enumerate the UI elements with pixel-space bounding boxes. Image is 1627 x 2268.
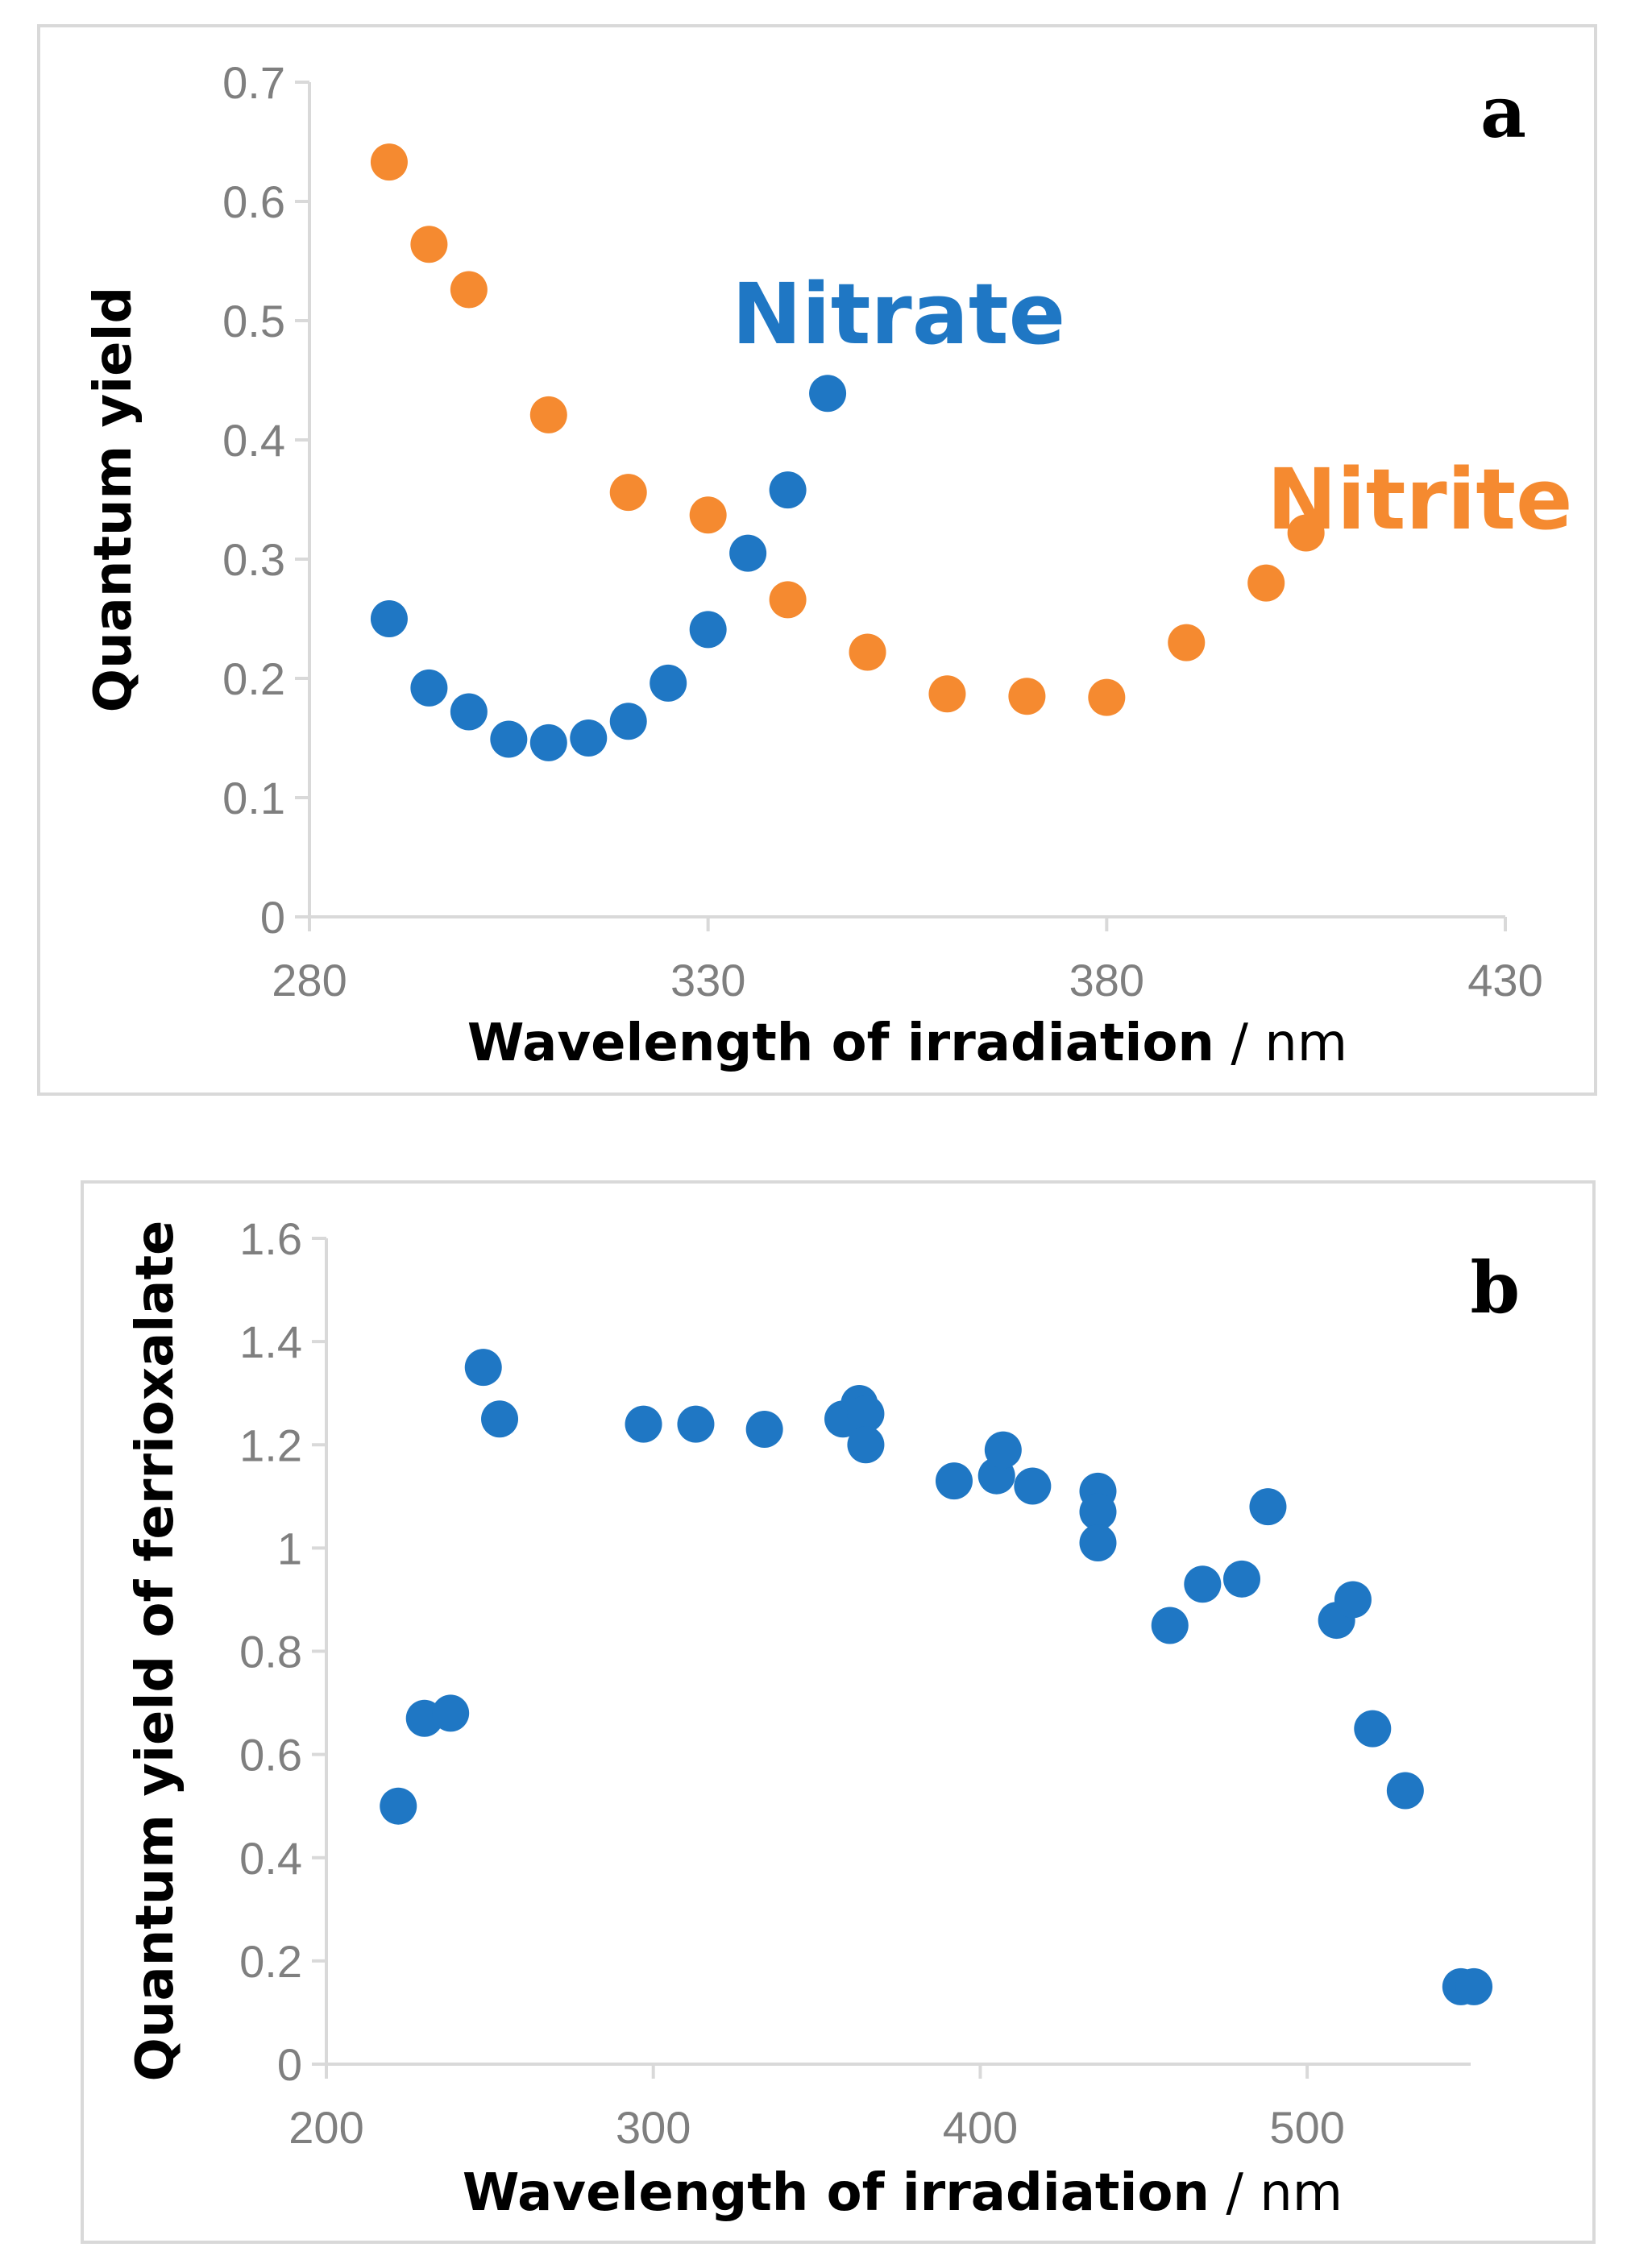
- chart-b-y-tick-label: 0.8: [239, 1627, 302, 1677]
- chart-b-ferrioxalate-point: [1386, 1772, 1424, 1810]
- chart-a-y-tick-label: 0.4: [222, 415, 285, 466]
- chart-a-y-tick-label: 0.3: [222, 534, 285, 585]
- chart-a-nitrate-point: [450, 693, 488, 731]
- chart-a-x-axis-label-unit: / nm: [1214, 1014, 1347, 1073]
- chart-b-y-tick-label: 0.4: [239, 1833, 302, 1884]
- chart-b-ferrioxalate-point: [984, 1431, 1022, 1469]
- chart-b-x-axis-label-unit: / nm: [1210, 2163, 1343, 2223]
- chart-a-nitrite-point: [1168, 624, 1206, 661]
- chart-a-x-axis-label-bold: Wavelength of irradiation: [467, 1014, 1214, 1073]
- chart-b-ferrioxalate-point: [1334, 1581, 1372, 1619]
- chart-a-svg: 0 0.1 0.2 0.3 0.4 0.5 0.6 0.7 280 330 380 430 Quan…: [84, 57, 1573, 1073]
- chart-a-nitrite-point: [609, 474, 647, 512]
- chart-b-ferrioxalate-point: [481, 1400, 519, 1438]
- chart-a-nitrate-point: [609, 703, 647, 740]
- chart-b-x-axis-label: Wavelength of irradiation / nm: [463, 2163, 1343, 2223]
- chart-a-nitrite-point: [1287, 514, 1325, 552]
- chart-b-ferrioxalate-point: [464, 1349, 502, 1387]
- chart-panel-b: 0 0.2 0.4 0.6 0.8 1 1.2 1.4 1.6 200 300 400 500 Qua…: [81, 1180, 1596, 2244]
- chart-b-x-axis-label-bold: Wavelength of irradiation: [463, 2163, 1210, 2223]
- chart-a-nitrite-point: [450, 271, 488, 309]
- chart-b-panel-letter: b: [1470, 1246, 1520, 1329]
- chart-a-legend-nitrite: Nitrite: [1267, 450, 1573, 549]
- chart-a-y-axis-label: Quantum yield: [84, 287, 143, 713]
- chart-a-nitrite-point: [1008, 678, 1046, 715]
- chart-b-ferrioxalate-point: [625, 1405, 662, 1443]
- chart-a-nitrate-point: [490, 720, 528, 758]
- chart-b-ferrioxalate-point: [380, 1787, 417, 1825]
- chart-b-y-tick-label: 1: [277, 1523, 302, 1574]
- chart-b-ferrioxalate-point: [935, 1462, 973, 1500]
- chart-b-ferrioxalate-point: [847, 1395, 885, 1433]
- chart-a-x-tick-label: 330: [670, 955, 745, 1005]
- chart-b-y-tick-label: 0.6: [239, 1730, 302, 1781]
- chart-a-nitrate-point: [370, 600, 408, 637]
- chart-a-nitrite-point: [370, 143, 408, 181]
- chart-b-ferrioxalate-point: [1079, 1524, 1117, 1561]
- chart-b-ferrioxalate-point: [847, 1426, 885, 1464]
- chart-a-nitrite-point: [410, 226, 448, 263]
- chart-a-nitrite-point: [1088, 678, 1126, 716]
- chart-b-y-axis-label: Quantum yield of ferrioxalate: [126, 1221, 185, 2082]
- chart-a-nitrite-point: [689, 496, 727, 534]
- chart-a-nitrate-point: [529, 724, 567, 761]
- chart-panel-a: 0 0.1 0.2 0.3 0.4 0.5 0.6 0.7 280 330 380 430 Quan…: [37, 24, 1597, 1096]
- chart-a-x-tick-label: 380: [1069, 955, 1144, 1005]
- chart-a-y-tick-label: 0.7: [222, 57, 285, 108]
- chart-b-y-tick-label: 0: [277, 2039, 302, 2090]
- chart-a-x-tick-label: 280: [272, 955, 347, 1005]
- chart-b-svg: 0 0.2 0.4 0.6 0.8 1 1.2 1.4 1.6 200 300 400 500 Qua…: [126, 1213, 1520, 2223]
- chart-a-nitrate-point: [809, 375, 847, 413]
- chart-b-ferrioxalate-point: [1249, 1488, 1287, 1526]
- chart-a-y-tick-label: 0.6: [222, 176, 285, 227]
- chart-b-ferrioxalate-point: [1151, 1607, 1189, 1644]
- chart-b-y-tick-label: 1.4: [239, 1316, 302, 1367]
- chart-a-x-tick-label: 430: [1467, 955, 1542, 1005]
- chart-a-y-tick-label: 0.1: [222, 773, 285, 823]
- chart-a-panel-letter: a: [1480, 70, 1526, 154]
- chart-a-nitrite-point: [849, 633, 886, 671]
- chart-a-y-tick-label: 0: [260, 892, 285, 943]
- chart-b-ferrioxalate-point: [745, 1411, 783, 1449]
- chart-b-x-tick-label: 300: [616, 2102, 691, 2153]
- chart-a-nitrate-point: [650, 664, 687, 702]
- chart-b-ferrioxalate-point: [1079, 1493, 1117, 1531]
- chart-b-ferrioxalate-point: [1455, 1967, 1493, 2005]
- chart-b-x-tick-label: 400: [943, 2102, 1018, 2153]
- chart-a-nitrite-point: [1247, 564, 1285, 602]
- chart-a-nitrate-point: [570, 719, 608, 757]
- chart-a-y-tick-label: 0.5: [222, 296, 285, 346]
- chart-a-legend-nitrate: Nitrate: [732, 265, 1065, 363]
- chart-a-nitrate-point: [689, 611, 727, 649]
- chart-b-ferrioxalate-point: [677, 1405, 715, 1443]
- chart-a-nitrite-point: [769, 581, 807, 619]
- chart-a-y-tick-label: 0.2: [222, 653, 285, 704]
- chart-b-ferrioxalate-point: [1223, 1560, 1260, 1598]
- chart-b-y-tick-label: 1.2: [239, 1420, 302, 1470]
- chart-b-y-tick-label: 0.2: [239, 1936, 302, 1987]
- chart-b-x-tick-label: 200: [288, 2102, 363, 2153]
- chart-b-y-tick-label: 1.6: [239, 1213, 302, 1264]
- chart-b-ferrioxalate-point: [432, 1694, 470, 1732]
- chart-b-ferrioxalate-point: [1014, 1467, 1052, 1505]
- chart-a-nitrate-point: [410, 669, 448, 707]
- chart-a-nitrite-point: [928, 675, 966, 713]
- chart-a-nitrite-point: [529, 396, 567, 433]
- chart-b-x-tick-label: 500: [1269, 2102, 1344, 2153]
- chart-b-ferrioxalate-point: [1184, 1565, 1222, 1603]
- chart-b-ferrioxalate-point: [1354, 1710, 1392, 1748]
- chart-a-x-axis-label: Wavelength of irradiation / nm: [467, 1014, 1347, 1073]
- chart-a-nitrate-point: [729, 534, 767, 572]
- chart-a-nitrate-point: [769, 471, 807, 509]
